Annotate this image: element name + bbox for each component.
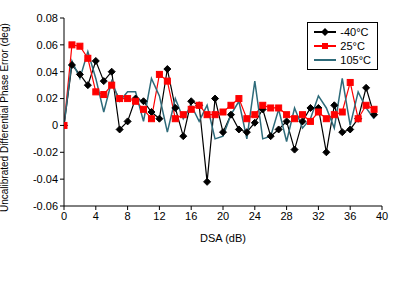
svg-text:0.08: 0.08 (37, 12, 58, 24)
svg-text:36: 36 (344, 210, 356, 222)
svg-text:-0.02: -0.02 (33, 146, 58, 158)
svg-text:DSA (dB): DSA (dB) (200, 232, 246, 244)
svg-text:0: 0 (61, 210, 67, 222)
svg-text:0.04: 0.04 (37, 66, 58, 78)
html-text:105°C: 105°C (340, 54, 371, 66)
svg-text:4: 4 (93, 210, 99, 222)
svg-text:16: 16 (185, 210, 197, 222)
svg-text:24: 24 (249, 210, 261, 222)
svg-text:-0.04: -0.04 (33, 173, 58, 185)
svg-text:20: 20 (217, 210, 229, 222)
svg-text:0: 0 (52, 119, 58, 131)
svg-text:28: 28 (280, 210, 292, 222)
svg-text:Uncalibrated Differential Phas: Uncalibrated Differential Phase Error (d… (8, 23, 10, 212)
svg-text:32: 32 (312, 210, 324, 222)
html-text:-40°C: -40°C (340, 26, 369, 38)
svg-text:-0.06: -0.06 (33, 200, 58, 212)
html-text:25°C: 25°C (340, 40, 365, 52)
svg-text:40: 40 (376, 210, 388, 222)
svg-text:12: 12 (153, 210, 165, 222)
svg-text:0.06: 0.06 (37, 39, 58, 51)
svg-text:0.02: 0.02 (37, 92, 58, 104)
svg-text:8: 8 (125, 210, 131, 222)
